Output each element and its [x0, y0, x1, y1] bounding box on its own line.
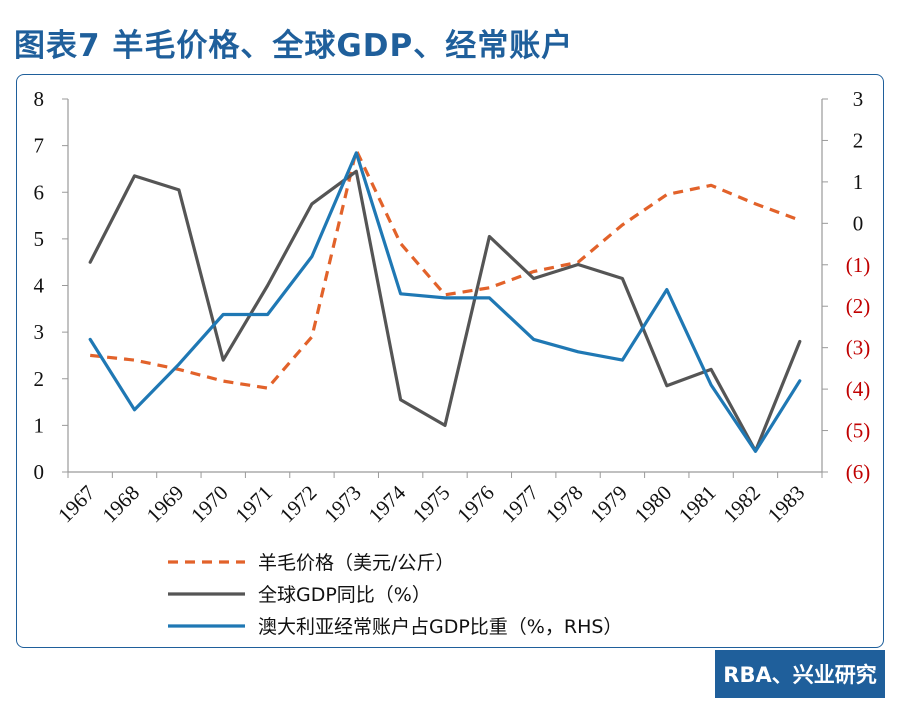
series-line-1 — [90, 148, 801, 390]
left-tick-label: 7 — [34, 134, 45, 158]
left-tick-label: 8 — [34, 87, 45, 111]
x-tick-label: 1980 — [630, 481, 677, 528]
left-tick-label: 6 — [34, 180, 45, 204]
x-tick-label: 1971 — [230, 481, 277, 528]
x-tick-label: 1975 — [408, 481, 455, 528]
left-tick-label: 1 — [34, 413, 45, 437]
series-line-3 — [88, 151, 802, 453]
x-tick-label: 1974 — [364, 480, 411, 527]
source-label: RBA、兴业研究 — [715, 650, 885, 698]
x-tick-label: 1972 — [275, 481, 322, 528]
right-tick-label: (2) — [846, 294, 871, 318]
chart-frame — [16, 74, 884, 648]
x-tick-label: 1979 — [585, 481, 632, 528]
right-tick-label: (1) — [846, 253, 871, 277]
right-tick-label: (5) — [846, 419, 871, 443]
x-tick-label: 1969 — [142, 481, 189, 528]
left-tick-label: 3 — [34, 320, 45, 344]
right-tick-label: 1 — [853, 170, 864, 194]
x-tick-label: 1970 — [186, 481, 233, 528]
x-tick-label: 1967 — [53, 481, 100, 528]
x-tick-label: 1968 — [97, 481, 144, 528]
right-tick-label: (4) — [846, 377, 871, 401]
series-line-2 — [88, 169, 802, 453]
x-tick-label: 1976 — [452, 481, 499, 528]
left-tick-label: 0 — [34, 460, 45, 484]
x-tick-label: 1978 — [541, 481, 588, 528]
right-tick-label: (6) — [846, 460, 871, 484]
figure-title: 图表7 羊毛价格、全球GDP、经常账户 — [14, 28, 574, 64]
left-tick-label: 2 — [34, 367, 45, 391]
right-tick-label: 0 — [853, 211, 864, 235]
right-tick-label: 3 — [853, 87, 864, 111]
right-tick-label: 2 — [853, 128, 864, 152]
x-tick-label: 1983 — [763, 481, 810, 528]
legend-label-2: 全球GDP同比（%） — [258, 584, 431, 606]
x-tick-label: 1977 — [497, 481, 544, 528]
x-tick-label: 1973 — [319, 481, 366, 528]
x-tick-label: 1982 — [718, 481, 765, 528]
left-tick-label: 4 — [34, 274, 45, 298]
left-tick-label: 5 — [34, 227, 45, 251]
legend-label-3: 澳大利亚经常账户占GDP比重（%，RHS） — [258, 616, 622, 638]
x-tick-label: 1981 — [674, 481, 721, 528]
right-tick-label: (3) — [846, 336, 871, 360]
legend-label-1: 羊毛价格（美元/公斤） — [258, 552, 454, 574]
